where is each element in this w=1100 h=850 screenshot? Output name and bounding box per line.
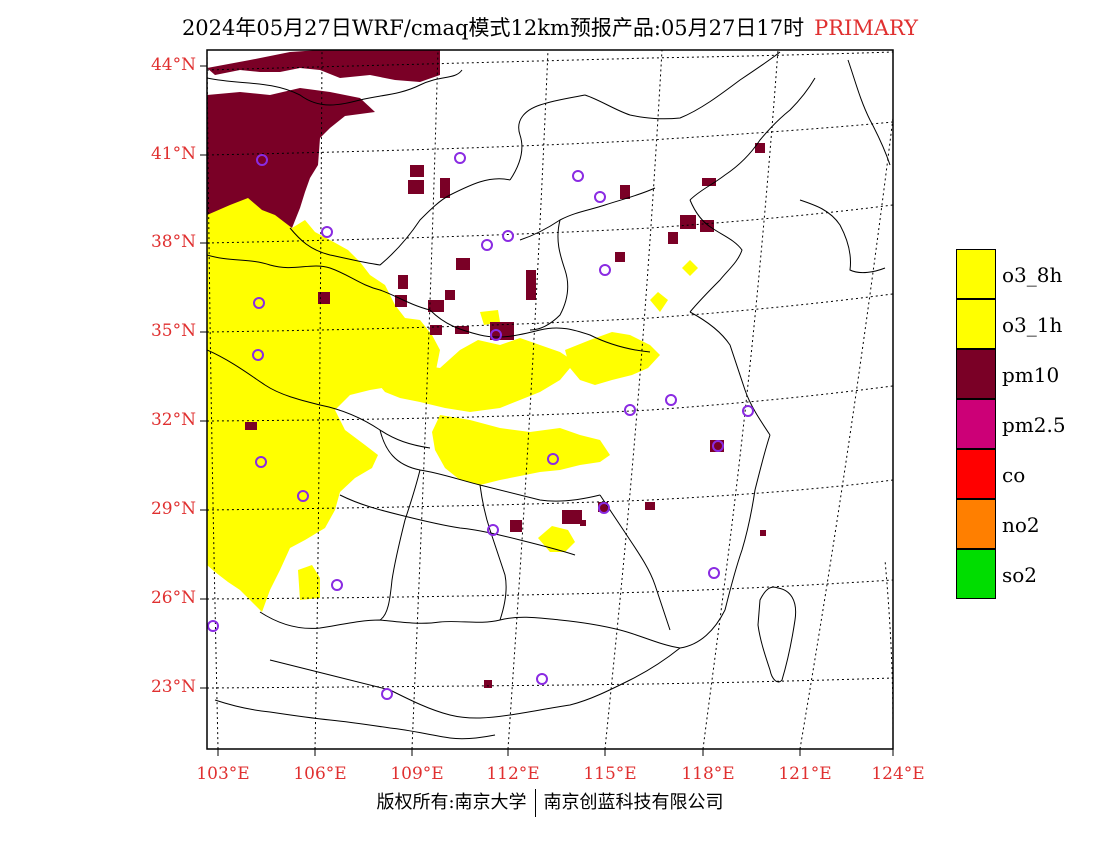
lon-label-106: 106°E [293,764,347,784]
legend-label: so2 [1002,563,1038,587]
lat-label-32: 32°N [150,410,196,430]
legend-label: pm10 [1002,363,1060,387]
o3-region-central [375,338,575,412]
lon-label-121: 121°E [778,764,832,784]
map-frame [206,49,894,750]
o3-region-east [565,332,660,385]
lon-label-115: 115°E [583,764,637,784]
lat-label-38: 38°N [150,232,196,252]
legend-swatch [956,249,996,299]
tick-marks [200,65,894,756]
legend-swatch [956,549,996,599]
map-title: 2024年05月27日WRF/cmaq模式12km预报产品:05月27日17时 P… [0,12,1100,42]
pm10-region-northwest [207,50,440,240]
copyright-footer: 版权所有:南京大学 南京创蓝科技有限公司 [0,788,1100,817]
legend-label: o3_1h [1002,313,1063,337]
legend-swatch [956,399,996,449]
legend-label: no2 [1002,513,1040,537]
lon-label-118: 118°E [681,764,735,784]
copyright-left: 版权所有:南京大学 [376,792,527,813]
legend-swatch [956,299,996,349]
o3-region-shandong [650,260,698,312]
lon-label-109: 109°E [390,764,444,784]
lat-label-44: 44°N [150,55,196,75]
map-title-text: 2024年05月27日WRF/cmaq模式12km预报产品:05月27日17时 [181,16,805,40]
o3-region-central-south [432,415,610,485]
lat-label-41: 41°N [150,144,196,164]
legend-label: co [1002,463,1026,487]
o3-region-hunan [538,526,575,552]
province-borders [207,51,891,740]
lon-label-112: 112°E [486,764,540,784]
legend-swatch [956,449,996,499]
o3-region-west [207,198,440,612]
lon-label-124: 124°E [871,764,925,784]
legend-swatch [956,499,996,549]
copyright-right: 南京创蓝科技有限公司 [543,792,724,813]
lat-label-35: 35°N [150,321,196,341]
lon-label-103: 103°E [196,764,250,784]
lat-label-29: 29°N [150,499,196,519]
legend-swatch [956,349,996,399]
graticule [207,50,893,749]
legend-label: pm2.5 [1002,413,1066,437]
legend-label: o3_8h [1002,263,1063,287]
station-markers [207,152,754,700]
primary-tag: PRIMARY [814,16,919,40]
lat-label-23: 23°N [150,677,196,697]
footer-separator [534,789,536,817]
lat-label-26: 26°N [150,588,196,608]
